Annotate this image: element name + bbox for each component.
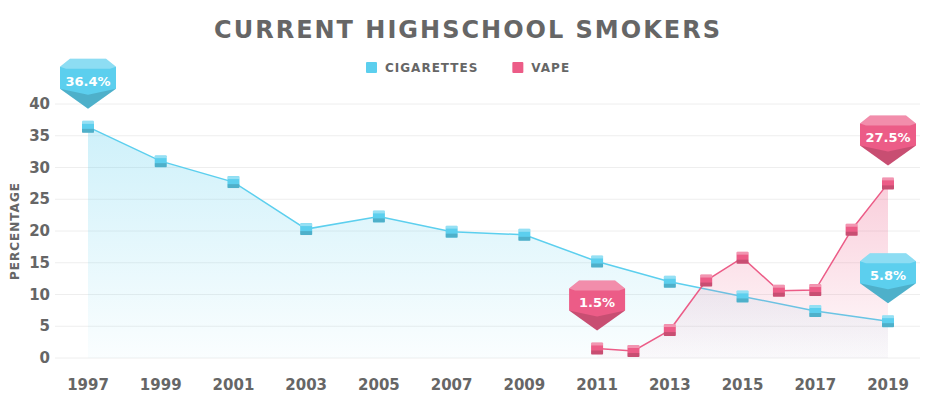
- marker: [155, 155, 167, 167]
- title: CURRENT HIGHSCHOOL SMOKERS: [214, 16, 722, 44]
- x-tick-label: 2007: [431, 376, 473, 394]
- y-tick-label: 35: [29, 127, 50, 145]
- legend-label: CIGARETTES: [385, 61, 478, 75]
- marker: [300, 223, 312, 235]
- y-tick-label: 20: [29, 222, 50, 240]
- area: [597, 183, 888, 358]
- marker: [227, 176, 239, 188]
- data-label: 27.5%: [865, 130, 910, 145]
- x-tick-label: 2013: [649, 376, 691, 394]
- grid: [55, 104, 920, 358]
- y-tick-label: 15: [29, 254, 50, 272]
- grid-line: [55, 135, 920, 136]
- callout: 27.5%: [860, 115, 916, 165]
- marker: [373, 210, 385, 222]
- marker: [627, 345, 639, 357]
- x-tick-label: 2005: [358, 376, 400, 394]
- line: [597, 183, 888, 351]
- marker: [737, 290, 749, 302]
- marker: [846, 224, 858, 236]
- marker: [82, 121, 94, 133]
- x-tick-label: 2015: [722, 376, 764, 394]
- x-tick-label: 2003: [285, 376, 327, 394]
- marker: [518, 229, 530, 241]
- marker: [700, 275, 712, 287]
- x-tick-label: 2017: [794, 376, 836, 394]
- marker: [809, 284, 821, 296]
- callout: 36.4%: [60, 59, 116, 109]
- legend-swatch: [366, 62, 377, 73]
- y-tick-label: 40: [29, 95, 50, 113]
- marker: [664, 324, 676, 336]
- x-tick-label: 1999: [140, 376, 182, 394]
- x-tick-label: 1997: [67, 376, 109, 394]
- marker: [591, 255, 603, 267]
- marker: [882, 315, 894, 327]
- marker: [737, 252, 749, 264]
- x-tick-label: 2019: [867, 376, 909, 394]
- marker: [591, 342, 603, 354]
- x-tick-label: 2001: [213, 376, 255, 394]
- marker: [882, 177, 894, 189]
- chart: CURRENT HIGHSCHOOL SMOKERS CIGARETTES VAPE…: [0, 0, 936, 398]
- y-tick-label: 0: [40, 349, 50, 367]
- marker: [664, 276, 676, 288]
- grid-line: [55, 104, 920, 105]
- y-tick-label: 30: [29, 159, 50, 177]
- data-label: 1.5%: [579, 295, 615, 310]
- legend-label: VAPE: [531, 61, 570, 75]
- marker: [773, 285, 785, 297]
- marker: [446, 226, 458, 238]
- x-tick-label: 2011: [576, 376, 618, 394]
- marker: [809, 305, 821, 317]
- y-tick-label: 25: [29, 190, 50, 208]
- y-axis-label: PERCENTAGE: [8, 182, 22, 280]
- legend: CIGARETTES VAPE: [366, 61, 570, 75]
- data-label: 36.4%: [65, 74, 110, 89]
- y-tick-label: 5: [40, 317, 50, 335]
- data-label: 5.8%: [870, 268, 906, 283]
- x-tick-label: 2009: [503, 376, 545, 394]
- callout: 1.5%: [569, 280, 625, 330]
- legend-swatch: [512, 62, 523, 73]
- area: [88, 127, 888, 358]
- y-tick-label: 10: [29, 286, 50, 304]
- plot-area: [82, 121, 894, 358]
- callout: 5.8%: [860, 253, 916, 303]
